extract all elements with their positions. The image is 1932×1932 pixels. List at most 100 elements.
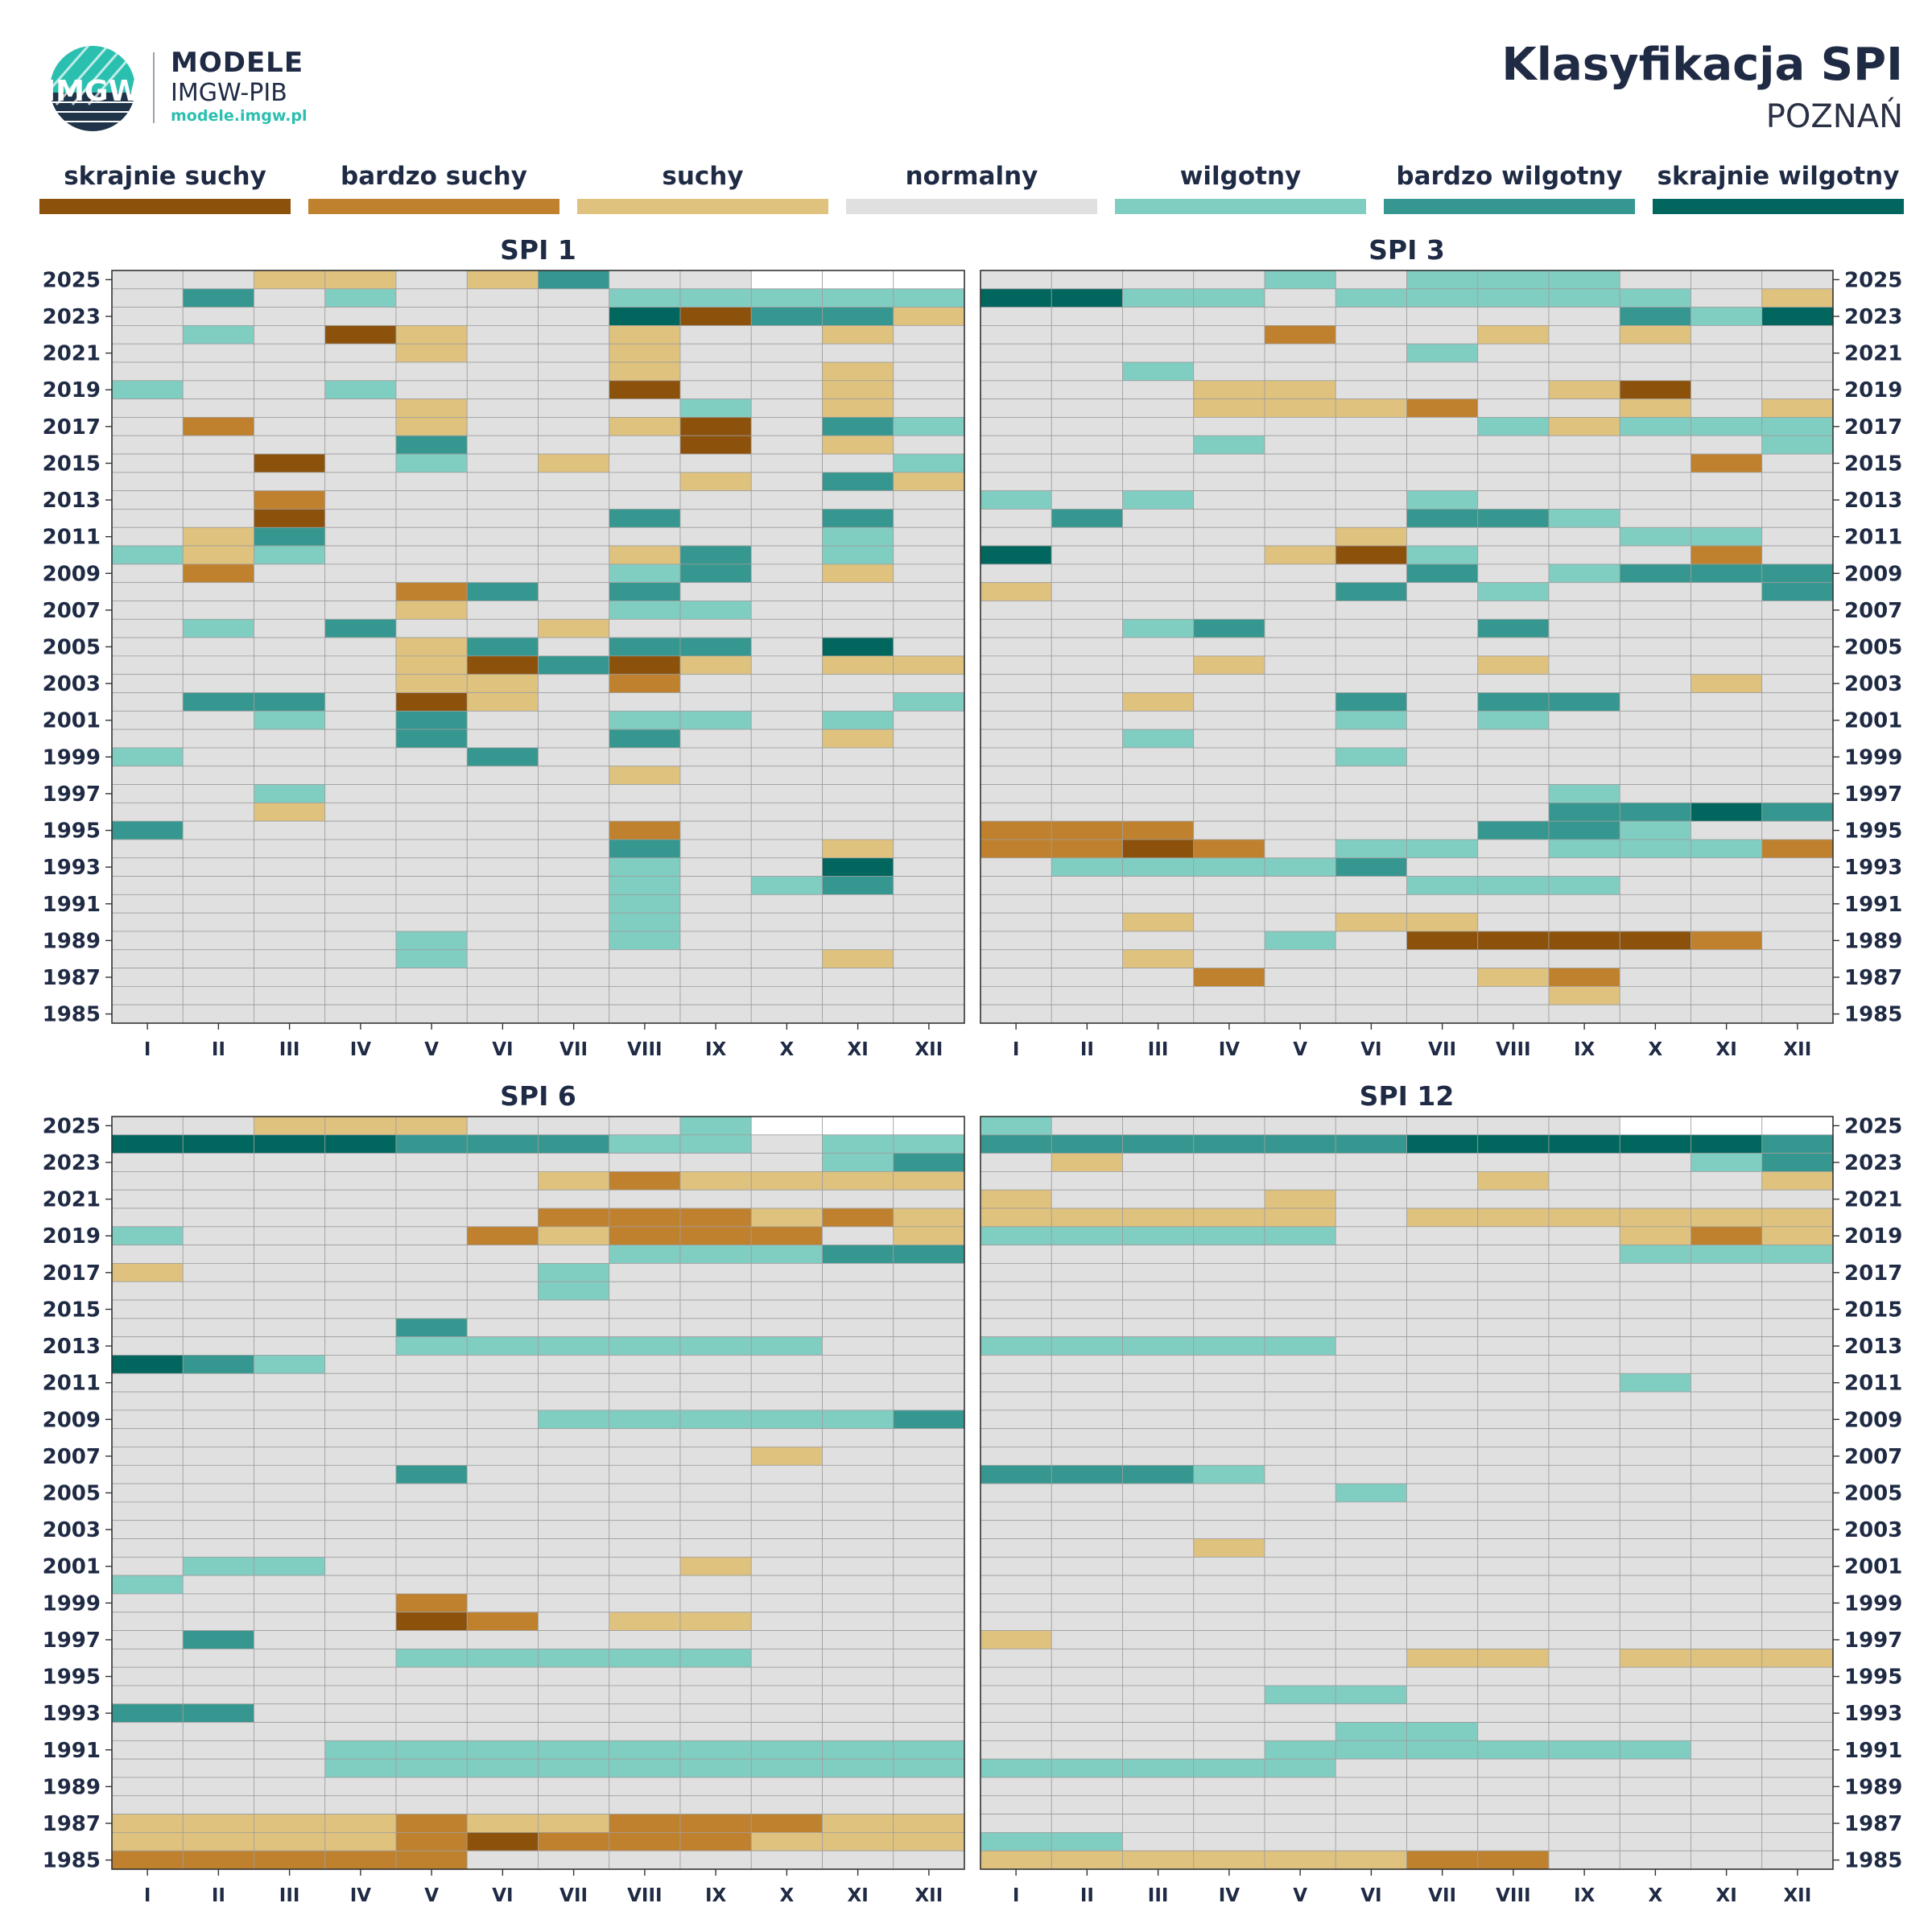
- heatmap-cell: [1619, 1520, 1691, 1539]
- heatmap-cell: [980, 1318, 1052, 1338]
- heatmap-cell: [1477, 876, 1550, 895]
- heatmap-cell: [538, 894, 610, 914]
- heatmap-cell: [1193, 472, 1265, 492]
- heatmap-cell: [538, 1116, 610, 1136]
- heatmap-cell: [1193, 820, 1265, 840]
- heatmap-cell: [1619, 1373, 1691, 1393]
- heatmap-cell: [1122, 618, 1195, 638]
- heatmap-cell: [395, 582, 468, 601]
- heatmap-cell: [822, 601, 894, 620]
- heatmap-cell: [750, 820, 823, 840]
- heatmap-cell: [1264, 747, 1336, 767]
- heatmap-cell: [893, 692, 965, 712]
- y-tick-label: 2017: [43, 415, 101, 440]
- heatmap-cell: [538, 1263, 610, 1282]
- heatmap-cell: [466, 1575, 539, 1595]
- x-tick-label: VI: [492, 1885, 513, 1906]
- heatmap-cell: [750, 1391, 823, 1411]
- heatmap-cell: [980, 288, 1052, 308]
- heatmap-cell: [750, 1318, 823, 1338]
- brand-url[interactable]: modele.imgw.pl: [171, 107, 308, 125]
- heatmap-cell: [1477, 1501, 1550, 1521]
- heatmap-cell: [466, 710, 539, 730]
- heatmap-cell: [254, 1464, 326, 1484]
- heatmap-cell: [893, 729, 965, 749]
- heatmap-cell: [1690, 912, 1763, 932]
- heatmap-cell: [324, 1483, 397, 1503]
- heatmap-cell: [679, 784, 752, 803]
- heatmap-cell: [182, 526, 254, 547]
- y-tick-label: 1999: [43, 1591, 101, 1616]
- heatmap-cell: [254, 1831, 326, 1852]
- heatmap-cell: [466, 1134, 539, 1154]
- heatmap-cell: [1051, 325, 1123, 345]
- heatmap-cell: [609, 398, 681, 418]
- heatmap-cell: [182, 766, 254, 785]
- heatmap-cell: [1051, 618, 1123, 638]
- heatmap-cell: [254, 1630, 326, 1649]
- heatmap-cell: [395, 1556, 468, 1576]
- x-tick-label: V: [424, 1039, 439, 1060]
- heatmap-cell: [1406, 398, 1479, 418]
- heatmap-cell: [111, 1722, 184, 1741]
- heatmap-cell: [324, 985, 397, 1005]
- station-name: POZNAŃ: [1765, 98, 1903, 135]
- heatmap-cell: [1761, 839, 1834, 859]
- heatmap-cell: [750, 564, 823, 584]
- heatmap-cell: [1690, 894, 1763, 914]
- heatmap-cell: [254, 912, 326, 932]
- heatmap-cell: [111, 1593, 184, 1613]
- heatmap-cell: [750, 1263, 823, 1282]
- heatmap-cell: [679, 1336, 752, 1356]
- heatmap-cell: [1335, 509, 1407, 528]
- heatmap-cell: [111, 1538, 184, 1558]
- x-tick-label: VI: [1360, 1885, 1381, 1906]
- x-tick-label: VII: [1428, 1039, 1456, 1060]
- heatmap-cell: [822, 912, 894, 932]
- heatmap-cell: [750, 876, 823, 895]
- heatmap-cell: [1548, 618, 1620, 638]
- heatmap-cell: [324, 435, 397, 455]
- heatmap-cell: [1264, 490, 1336, 510]
- heatmap-cell: [1761, 564, 1834, 584]
- heatmap-cell: [822, 968, 894, 987]
- heatmap-cell: [980, 1777, 1052, 1797]
- heatmap-cell: [893, 637, 965, 657]
- heatmap-cell: [254, 1648, 326, 1668]
- heatmap-cell: [1619, 564, 1691, 584]
- heatmap-cell: [1619, 1612, 1691, 1631]
- heatmap-cell: [324, 1850, 397, 1870]
- heatmap-cell: [1548, 1208, 1620, 1228]
- heatmap-cell: [980, 931, 1052, 951]
- heatmap-cell: [980, 710, 1052, 730]
- heatmap-cell: [1690, 453, 1763, 473]
- heatmap-cell: [254, 1501, 326, 1521]
- heatmap-cell: [395, 1153, 468, 1172]
- heatmap-cell: [1690, 1391, 1763, 1411]
- y-tick-label: 2019: [43, 1224, 101, 1249]
- heatmap-cell: [395, 931, 468, 951]
- heatmap-cell: [182, 490, 254, 510]
- heatmap-cell: [609, 526, 681, 547]
- heatmap-cell: [1406, 270, 1479, 290]
- heatmap-cell: [679, 1703, 752, 1723]
- heatmap-cell: [1335, 949, 1407, 968]
- heatmap-cell: [893, 343, 965, 363]
- heatmap-cell: [822, 1814, 894, 1833]
- heatmap-cell: [1193, 288, 1265, 308]
- heatmap-cell: [182, 1685, 254, 1705]
- heatmap-cell: [1477, 398, 1550, 418]
- y-tick-label: 1985: [1844, 1003, 1902, 1027]
- heatmap-cell: [1051, 288, 1123, 308]
- heatmap-cell: [980, 417, 1052, 436]
- heatmap-cell: [1477, 1593, 1550, 1613]
- heatmap-cell: [466, 1410, 539, 1430]
- heatmap-cell: [254, 1483, 326, 1503]
- heatmap-cell: [395, 1593, 468, 1613]
- heatmap-cell: [1548, 1153, 1620, 1172]
- heatmap-cell: [1477, 1722, 1550, 1741]
- heatmap-cell: [1264, 380, 1336, 400]
- heatmap-cell: [750, 325, 823, 345]
- heatmap-cell: [893, 1428, 965, 1447]
- heatmap-cell: [1264, 912, 1336, 932]
